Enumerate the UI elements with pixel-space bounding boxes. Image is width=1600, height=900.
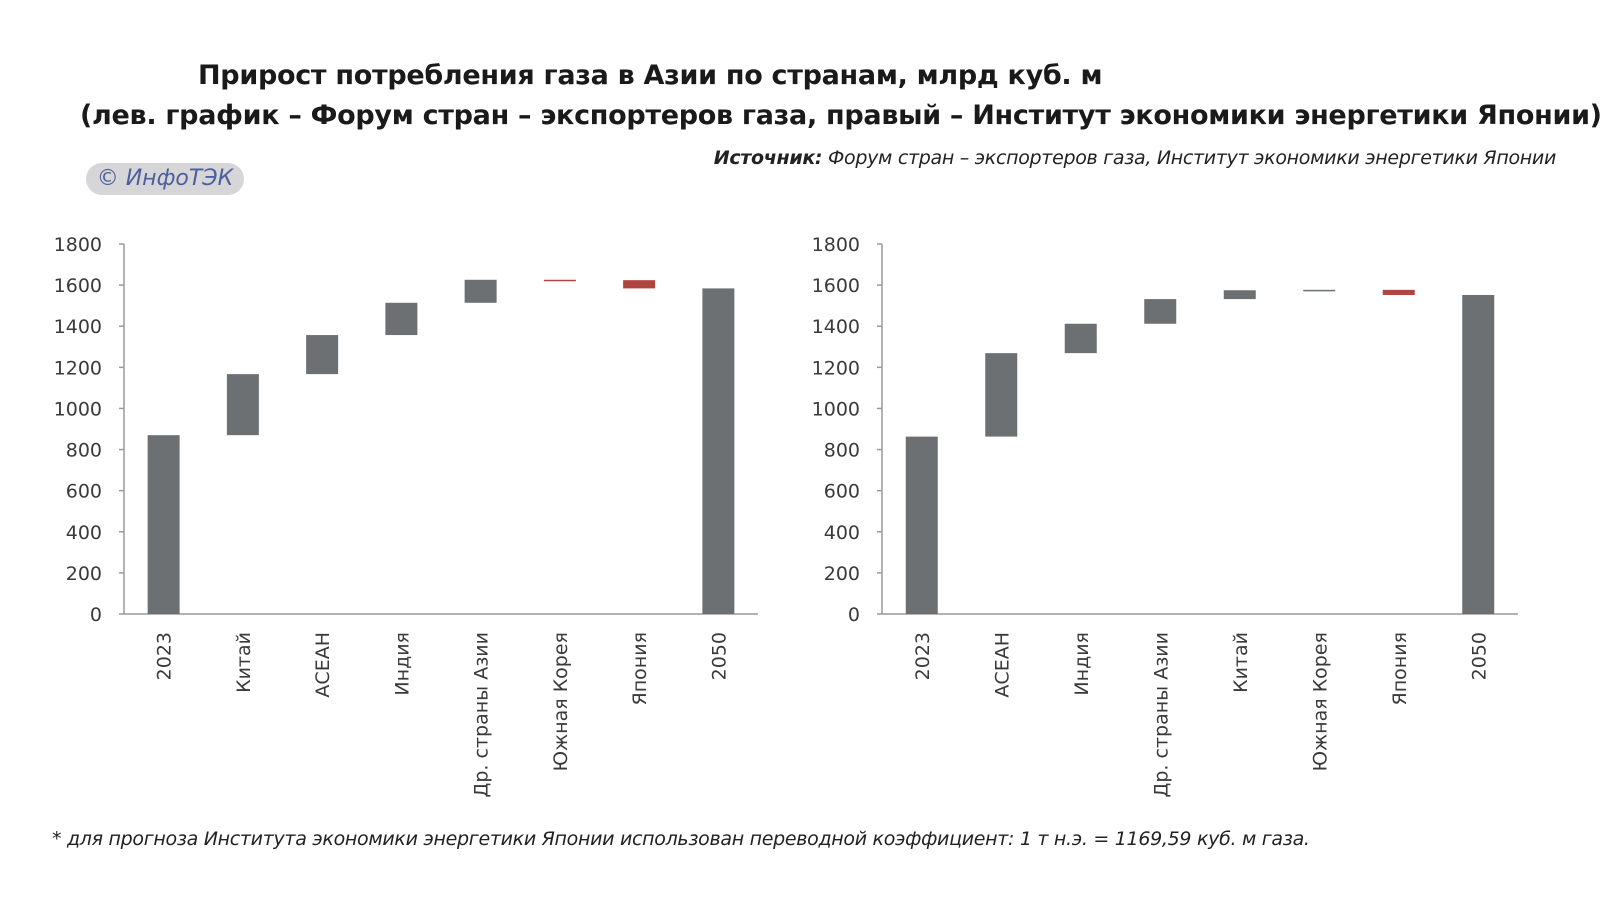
bar-1 <box>147 435 180 614</box>
x-tick-label: АСЕАН <box>312 632 334 698</box>
y-tick-label: 1600 <box>54 275 102 297</box>
bar-3 <box>306 335 339 375</box>
bar-2 <box>226 374 259 436</box>
footnote: * для прогноза Института экономики энерг… <box>52 828 1310 850</box>
y-tick-label: 1800 <box>812 234 860 256</box>
y-tick-label: 400 <box>66 522 102 544</box>
bar-5 <box>464 279 497 303</box>
infotek-logo: © ИнфоТЭК <box>86 163 244 195</box>
y-tick-label: 1000 <box>54 398 102 420</box>
y-tick-label: 1000 <box>812 398 860 420</box>
x-tick-label: 2050 <box>1468 632 1490 680</box>
bar-8 <box>1462 294 1495 614</box>
bar-3 <box>1064 323 1097 354</box>
x-tick-label: Индия <box>1071 632 1093 696</box>
bar-7 <box>1382 289 1415 295</box>
y-tick-label: 0 <box>90 604 102 626</box>
bar-7 <box>623 280 656 289</box>
x-tick-label: 2023 <box>912 632 934 680</box>
bar-5 <box>1223 290 1256 300</box>
x-tick-label: АСЕАН <box>991 632 1013 698</box>
x-tick-label: Др. страны Азии <box>471 632 493 797</box>
y-tick-label: 600 <box>824 481 860 503</box>
source-text: Форум стран – экспортеров газа, Институт… <box>822 147 1556 169</box>
source-label: Источник: <box>713 147 823 169</box>
x-tick-label: Китай <box>1230 632 1252 693</box>
y-tick-label: 1800 <box>54 234 102 256</box>
bar-2 <box>985 353 1018 437</box>
y-tick-label: 1400 <box>812 316 860 338</box>
x-tick-label: Южная Корея <box>1309 632 1331 771</box>
y-tick-label: 1200 <box>812 357 860 379</box>
y-tick-label: 1200 <box>54 357 102 379</box>
source-note: Источник: Форум стран – экспортеров газа… <box>713 147 1557 169</box>
chart-title-line1: Прирост потребления газа в Азии по стран… <box>198 60 1103 91</box>
y-tick-label: 600 <box>66 481 102 503</box>
bar-6 <box>1303 289 1336 292</box>
x-tick-label: 2023 <box>154 632 176 680</box>
x-tick-label: Япония <box>1389 632 1411 705</box>
x-tick-label: Китай <box>233 632 255 693</box>
y-tick-label: 800 <box>66 440 102 462</box>
bar-1 <box>905 436 938 614</box>
bar-8 <box>702 288 735 614</box>
y-tick-label: 0 <box>848 604 860 626</box>
x-tick-label: Южная Корея <box>550 632 572 771</box>
chart-title-line2: (лев. график – Форум стран – экспортеров… <box>80 100 1600 131</box>
x-tick-label: Индия <box>391 632 413 696</box>
y-tick-label: 200 <box>66 563 102 585</box>
x-tick-label: Япония <box>629 632 651 705</box>
bar-4 <box>385 302 418 336</box>
x-tick-label: Др. страны Азии <box>1150 632 1172 797</box>
y-tick-label: 1400 <box>54 316 102 338</box>
y-tick-label: 800 <box>824 440 860 462</box>
y-tick-label: 1600 <box>812 275 860 297</box>
bar-4 <box>1144 299 1177 324</box>
y-tick-label: 400 <box>824 522 860 544</box>
bar-6 <box>543 279 576 282</box>
x-tick-label: 2050 <box>708 632 730 680</box>
y-tick-label: 200 <box>824 563 860 585</box>
